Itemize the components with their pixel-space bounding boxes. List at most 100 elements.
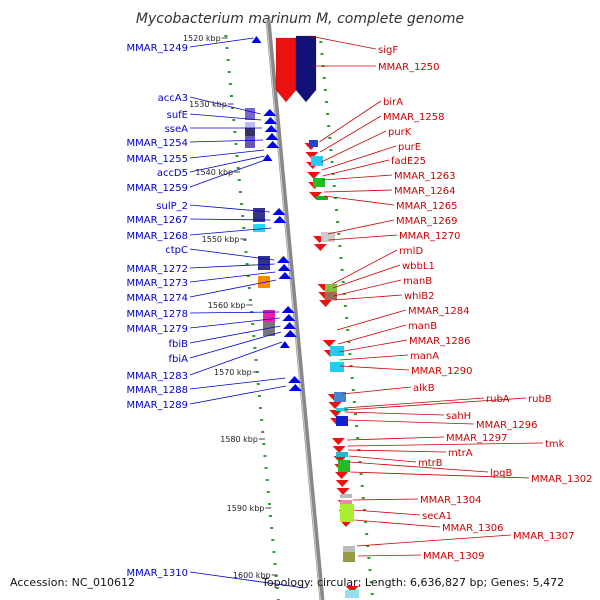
reverse-gene-label[interactable]: lpqB [490, 468, 512, 479]
reverse-gene-label[interactable]: MMAR_1250 [378, 62, 440, 73]
forward-gene-label[interactable]: MMAR_1288 [127, 385, 189, 396]
reverse-gene-chevron[interactable] [332, 446, 346, 453]
reverse-gene-label[interactable]: alkB [413, 383, 435, 394]
reverse-gene-label[interactable]: whiB2 [404, 291, 435, 302]
forward-gene-label[interactable]: MMAR_1289 [127, 400, 189, 411]
gene-MMAR_1250-arrow[interactable] [295, 35, 317, 103]
forward-gene-label[interactable]: MMAR_1273 [127, 278, 189, 289]
reverse-gene-chevron[interactable] [335, 472, 349, 479]
reverse-gene-label[interactable]: manB [403, 276, 432, 287]
reverse-gene-label[interactable]: MMAR_1270 [399, 231, 461, 242]
forward-gene-chevron[interactable] [251, 36, 262, 43]
forward-gene-chevron[interactable] [272, 208, 286, 215]
forward-gene-chevron[interactable] [264, 117, 278, 124]
reverse-gene-chevron[interactable] [305, 152, 319, 159]
gene-block[interactable] [338, 460, 350, 472]
reverse-gene-label[interactable]: MMAR_1296 [476, 420, 538, 431]
reverse-gene-label[interactable]: birA [383, 97, 403, 108]
reverse-gene-chevron[interactable] [335, 480, 349, 487]
forward-gene-label[interactable]: MMAR_1268 [127, 231, 189, 242]
gene-block[interactable] [336, 416, 348, 426]
forward-gene-labels[interactable]: MMAR_1249 accA3 sufE sseA MMAR_1254 MMAR_1255… [127, 43, 189, 579]
gene-block[interactable] [325, 292, 337, 300]
gene-block[interactable] [321, 232, 335, 242]
forward-gene-label[interactable]: MMAR_1255 [127, 154, 189, 165]
reverse-gene-chevron[interactable] [333, 456, 347, 463]
forward-gene-chevron[interactable] [288, 384, 302, 391]
forward-gene-chevron[interactable] [281, 306, 295, 313]
reverse-gene-label[interactable]: mtrB [418, 458, 443, 469]
reverse-gene-chevron[interactable] [307, 172, 321, 179]
gene-block[interactable] [309, 140, 318, 147]
forward-gene-label[interactable]: sulP_2 [156, 201, 188, 212]
gene-block[interactable] [345, 590, 359, 598]
reverse-gene-label[interactable]: mtrA [448, 448, 473, 459]
forward-gene-label[interactable]: sseA [165, 124, 189, 135]
forward-gene-chevron[interactable] [264, 125, 278, 132]
gene-block[interactable] [330, 346, 344, 356]
gene-block[interactable] [313, 178, 325, 187]
reverse-gene-label[interactable]: rubA [486, 394, 510, 405]
reverse-gene-label[interactable]: tmk [545, 439, 565, 450]
forward-gene-label[interactable]: fbiA [169, 354, 189, 365]
reverse-gene-label[interactable]: MMAR_1307 [513, 531, 575, 542]
reverse-gene-chevron[interactable] [331, 438, 345, 445]
forward-gene-label[interactable]: MMAR_1267 [127, 215, 189, 226]
reverse-gene-label[interactable]: MMAR_1264 [394, 186, 456, 197]
gene-block[interactable] [245, 122, 255, 128]
forward-gene-label[interactable]: MMAR_1272 [127, 264, 189, 275]
gene-block[interactable] [311, 156, 323, 166]
gene-block[interactable] [245, 128, 255, 136]
forward-gene-chevron[interactable] [282, 314, 296, 321]
gene-block[interactable] [336, 408, 348, 411]
forward-gene-label[interactable]: ctpC [165, 245, 188, 256]
gene-block[interactable] [245, 108, 255, 120]
gene-block[interactable] [336, 452, 348, 457]
forward-gene-chevron[interactable] [277, 264, 291, 271]
reverse-gene-chevron[interactable] [329, 410, 343, 417]
forward-gene-chevron[interactable] [265, 133, 279, 140]
forward-gene-label[interactable]: MMAR_1283 [127, 371, 189, 382]
reverse-gene-chevron[interactable] [313, 244, 327, 251]
reverse-gene-labels[interactable]: sigF MMAR_1250 birA MMAR_1258 purK purE fadE25… [378, 45, 593, 562]
reverse-gene-label[interactable]: MMAR_1286 [409, 336, 471, 347]
reverse-gene-label[interactable]: MMAR_1258 [383, 112, 445, 123]
reverse-gene-chevron[interactable] [328, 402, 342, 409]
forward-gene-chevron[interactable] [278, 272, 292, 279]
reverse-gene-label[interactable]: MMAR_1269 [396, 216, 458, 227]
reverse-gene-label[interactable]: sigF [378, 45, 398, 56]
reverse-gene-label[interactable]: wbbL1 [402, 261, 435, 272]
forward-gene-chevron[interactable] [288, 376, 302, 383]
forward-gene-chevron[interactable] [283, 322, 297, 329]
gene-block[interactable] [343, 552, 355, 562]
forward-gene-chevron[interactable] [273, 216, 287, 223]
forward-gene-chevron[interactable] [276, 256, 290, 263]
reverse-gene-label[interactable]: purK [388, 127, 412, 138]
gene-block[interactable] [316, 196, 328, 200]
gene-sigF-arrow[interactable] [275, 37, 297, 103]
forward-gene-label[interactable]: MMAR_1279 [127, 324, 189, 335]
forward-gene-label[interactable]: MMAR_1259 [127, 183, 189, 194]
reverse-gene-chevron[interactable] [308, 192, 322, 199]
forward-gene-chevron[interactable] [263, 109, 277, 116]
reverse-gene-label[interactable]: rmlD [399, 246, 423, 257]
forward-gene-label[interactable]: sufE [167, 110, 188, 121]
gene-block[interactable] [245, 136, 255, 148]
reverse-gene-label[interactable]: purE [398, 142, 421, 153]
gene-block[interactable] [263, 322, 275, 336]
gene-block[interactable] [340, 500, 352, 504]
reverse-gene-label[interactable]: rubB [528, 394, 552, 405]
forward-gene-label[interactable]: accD5 [157, 168, 188, 179]
reverse-gene-label[interactable]: MMAR_1302 [531, 474, 593, 485]
reverse-gene-label[interactable]: MMAR_1290 [411, 366, 473, 377]
reverse-gene-label[interactable]: fadE25 [391, 156, 426, 167]
reverse-gene-label[interactable]: MMAR_1297 [446, 433, 508, 444]
reverse-gene-label[interactable]: secA1 [422, 511, 452, 522]
forward-gene-label[interactable]: MMAR_1249 [127, 43, 189, 54]
reverse-gene-label[interactable]: MMAR_1265 [396, 201, 458, 212]
forward-gene-label[interactable]: MMAR_1254 [127, 138, 189, 149]
gene-block[interactable] [258, 256, 270, 270]
forward-gene-label[interactable]: fbiB [168, 339, 188, 350]
gene-block[interactable] [340, 504, 354, 522]
forward-gene-label[interactable]: MMAR_1278 [127, 309, 189, 320]
